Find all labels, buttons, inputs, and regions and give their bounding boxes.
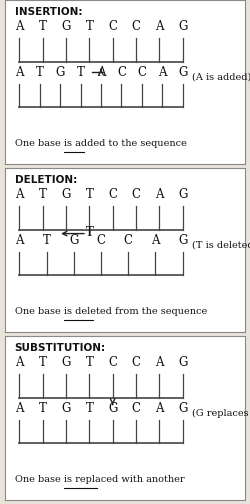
Text: G: G — [61, 188, 71, 201]
Text: A: A — [15, 20, 24, 33]
Text: INSERTION:: INSERTION: — [14, 7, 82, 17]
Text: A: A — [15, 402, 24, 415]
Text: C: C — [132, 20, 140, 33]
Text: C: C — [96, 234, 106, 246]
Text: T: T — [86, 188, 93, 201]
Text: T: T — [39, 402, 47, 415]
Text: A: A — [15, 188, 24, 201]
Text: G: G — [61, 402, 71, 415]
Text: A: A — [158, 66, 166, 79]
Text: C: C — [108, 356, 117, 369]
Text: A: A — [155, 20, 164, 33]
Text: G: G — [61, 356, 71, 369]
Text: T: T — [39, 356, 47, 369]
Text: A: A — [155, 188, 164, 201]
Text: C: C — [108, 188, 117, 201]
Text: T: T — [86, 225, 93, 238]
Text: A: A — [15, 66, 24, 79]
Text: G: G — [69, 234, 78, 246]
Text: G: G — [178, 188, 187, 201]
Text: (G replaces C): (G replaces C) — [192, 409, 250, 418]
Text: C: C — [124, 234, 133, 246]
Text: A: A — [15, 356, 24, 369]
Text: One base is added to the sequence: One base is added to the sequence — [14, 139, 186, 148]
Text: A: A — [97, 66, 105, 79]
Text: A: A — [15, 234, 24, 246]
Text: (A is added): (A is added) — [192, 73, 250, 82]
Text: G: G — [178, 402, 187, 415]
Text: T: T — [39, 188, 47, 201]
Text: A: A — [155, 402, 164, 415]
Text: G: G — [178, 356, 187, 369]
Text: One base is replaced with another: One base is replaced with another — [14, 475, 184, 483]
Text: C: C — [137, 66, 146, 79]
Text: A: A — [155, 356, 164, 369]
Text: T: T — [86, 402, 93, 415]
Text: G: G — [178, 20, 187, 33]
Text: C: C — [108, 20, 117, 33]
Text: C: C — [117, 66, 126, 79]
Text: T: T — [77, 66, 84, 79]
Text: G: G — [108, 402, 117, 415]
Text: C: C — [132, 356, 140, 369]
Text: C: C — [132, 402, 140, 415]
Text: T: T — [86, 356, 93, 369]
Text: G: G — [178, 234, 187, 246]
Text: DELETION:: DELETION: — [14, 174, 77, 184]
Text: G: G — [56, 66, 65, 79]
Text: SUBSTITUTION:: SUBSTITUTION: — [14, 343, 106, 353]
Text: C: C — [132, 188, 140, 201]
Text: T: T — [43, 234, 50, 246]
Text: T: T — [36, 66, 44, 79]
Text: One base is deleted from the sequence: One base is deleted from the sequence — [14, 306, 207, 316]
Text: (T is deleted): (T is deleted) — [192, 241, 250, 250]
Text: T: T — [39, 20, 47, 33]
Text: A: A — [151, 234, 160, 246]
Text: G: G — [178, 66, 187, 79]
Text: T: T — [86, 20, 93, 33]
Text: G: G — [61, 20, 71, 33]
